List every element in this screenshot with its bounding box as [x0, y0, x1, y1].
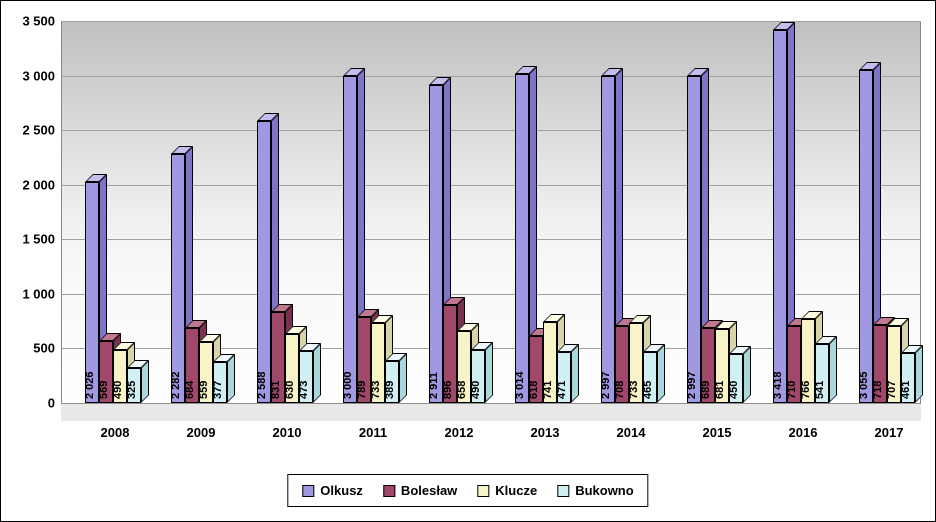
x-tick-label: 2014 — [617, 425, 646, 440]
bar-value-label: 896 — [442, 381, 454, 399]
bar: 473 — [299, 343, 321, 403]
bar-value-label: 658 — [456, 381, 468, 399]
bar-value-label: 3 055 — [858, 371, 870, 399]
y-tick-label: 2 500 — [22, 123, 55, 138]
x-tick-label: 2015 — [703, 425, 732, 440]
bar-value-label: 789 — [356, 381, 368, 399]
bar-value-label: 541 — [814, 381, 826, 399]
bar: 377 — [213, 354, 235, 403]
legend-label: Olkusz — [320, 483, 363, 498]
legend-swatch — [383, 485, 395, 497]
y-tick-label: 500 — [33, 341, 55, 356]
bar-value-label: 377 — [212, 381, 224, 399]
x-tick-label: 2012 — [445, 425, 474, 440]
bar: 325 — [127, 360, 149, 403]
bar-value-label: 450 — [728, 381, 740, 399]
bar-value-label: 3 014 — [514, 371, 526, 399]
bar-value-label: 490 — [470, 381, 482, 399]
x-tick-label: 2011 — [359, 425, 387, 440]
legend-swatch — [557, 485, 569, 497]
bar-value-label: 2 911 — [428, 372, 440, 399]
legend: Olkusz Bolesław Klucze Bukowno — [287, 474, 648, 507]
bar-value-label: 2 997 — [600, 371, 612, 399]
bar-value-label: 718 — [872, 381, 884, 399]
bar-value-label: 559 — [198, 381, 210, 399]
bar-value-label: 681 — [714, 381, 726, 399]
bar-value-label: 2 282 — [170, 371, 182, 399]
bar-value-label: 389 — [384, 381, 396, 399]
bar-value-label: 3 418 — [772, 371, 784, 399]
bar-value-label: 3 000 — [342, 371, 354, 399]
bar-value-label: 465 — [642, 381, 654, 399]
bar-value-label: 689 — [700, 381, 712, 399]
y-tick-label: 3 500 — [22, 14, 55, 29]
x-tick-label: 2017 — [875, 425, 904, 440]
plot-area: 2 0265694903252 2826845593772 5888316304… — [61, 21, 921, 421]
bar: 389 — [385, 353, 407, 403]
bar-value-label: 708 — [614, 381, 626, 399]
x-tick-label: 2013 — [531, 425, 560, 440]
legend-item: Olkusz — [302, 483, 363, 498]
legend-swatch — [477, 485, 489, 497]
bar-value-label: 707 — [886, 381, 898, 399]
x-axis: 2008 2009 2010 2011 2012 2013 2014 2015 2016 2017 — [61, 423, 921, 445]
bar: 461 — [901, 345, 923, 403]
y-tick-label: 1 000 — [22, 286, 55, 301]
bar-value-label: 766 — [800, 381, 812, 399]
bar: 465 — [643, 344, 665, 403]
bar: 541 — [815, 336, 837, 403]
bar: 450 — [729, 346, 751, 403]
legend-item: Bolesław — [383, 483, 457, 498]
bar-value-label: 473 — [298, 381, 310, 399]
legend-swatch — [302, 485, 314, 497]
bar-value-label: 618 — [528, 381, 540, 399]
legend-label: Bolesław — [401, 483, 457, 498]
legend-item: Klucze — [477, 483, 537, 498]
bar-value-label: 684 — [184, 381, 196, 399]
bar: 471 — [557, 344, 579, 403]
legend-item: Bukowno — [557, 483, 634, 498]
bar-value-label: 733 — [628, 381, 640, 399]
bar-value-label: 2 026 — [84, 371, 96, 399]
bar-value-label: 630 — [284, 381, 296, 399]
bar-value-label: 733 — [370, 381, 382, 399]
y-tick-label: 0 — [48, 396, 55, 411]
chart-container: 2 0265694903252 2826845593772 5888316304… — [0, 0, 936, 522]
bar-value-label: 490 — [112, 381, 124, 399]
bar-value-label: 2 997 — [686, 371, 698, 399]
x-tick-label: 2008 — [101, 425, 130, 440]
bar-value-label: 569 — [98, 381, 110, 399]
bar: 490 — [471, 342, 493, 403]
x-tick-label: 2016 — [789, 425, 818, 440]
y-axis: 05001 0001 5002 0002 5003 0003 500 — [1, 21, 59, 421]
y-tick-label: 1 500 — [22, 232, 55, 247]
bar-value-label: 710 — [786, 381, 798, 399]
x-tick-label: 2009 — [187, 425, 216, 440]
bar-value-label: 2 588 — [256, 371, 268, 399]
bars-layer: 2 0265694903252 2826845593772 5888316304… — [61, 21, 921, 421]
legend-label: Klucze — [495, 483, 537, 498]
bar-value-label: 471 — [556, 381, 568, 399]
bar-value-label: 325 — [126, 381, 138, 399]
x-tick-label: 2010 — [273, 425, 302, 440]
bar-value-label: 461 — [900, 381, 912, 399]
y-tick-label: 2 000 — [22, 177, 55, 192]
y-tick-label: 3 000 — [22, 68, 55, 83]
legend-label: Bukowno — [575, 483, 634, 498]
bar-value-label: 741 — [542, 381, 554, 399]
bar-value-label: 831 — [270, 381, 282, 399]
